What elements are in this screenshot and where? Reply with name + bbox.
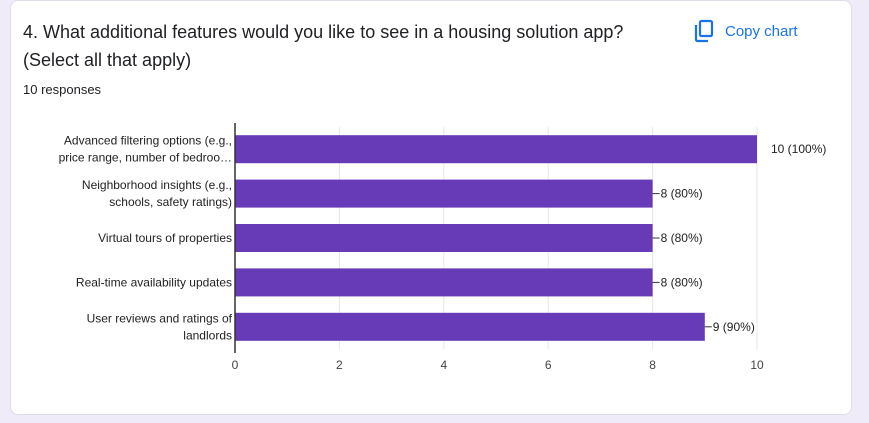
copy-icon: [693, 19, 715, 43]
bar: [235, 268, 653, 297]
copy-chart-label: Copy chart: [725, 22, 798, 40]
question-title: 4. What additional features would you li…: [23, 22, 624, 70]
category-label: User reviews and ratings of: [87, 311, 233, 325]
data-label: 10 (100%): [771, 142, 826, 156]
category-label: Neighborhood insights (e.g.,: [82, 178, 232, 192]
data-label: 9 (90%): [713, 320, 755, 334]
bar: [235, 135, 757, 164]
copy-chart-button[interactable]: Copy chart: [693, 16, 798, 46]
x-tick-label: 8: [649, 358, 656, 372]
bar: [235, 179, 653, 208]
category-label: Virtual tours of properties: [98, 231, 232, 245]
category-label: landlords: [183, 328, 232, 342]
category-label: schools, safety ratings): [109, 195, 232, 209]
x-tick-label: 10: [750, 358, 764, 372]
bar: [235, 312, 705, 341]
x-tick-label: 4: [440, 358, 447, 372]
category-label: price range, number of bedroo…: [59, 151, 232, 165]
x-tick-label: 6: [545, 358, 552, 372]
response-count: 10 responses: [23, 82, 102, 97]
x-tick-label: 0: [232, 358, 239, 372]
data-label: 8 (80%): [661, 275, 703, 289]
bar: [235, 224, 653, 252]
data-label: 8 (80%): [661, 187, 703, 201]
category-label: Advanced filtering options (e.g.,: [64, 134, 232, 148]
category-label: Real-time availability updates: [76, 275, 232, 289]
x-tick-label: 2: [336, 358, 343, 372]
data-label: 8 (80%): [661, 231, 703, 245]
